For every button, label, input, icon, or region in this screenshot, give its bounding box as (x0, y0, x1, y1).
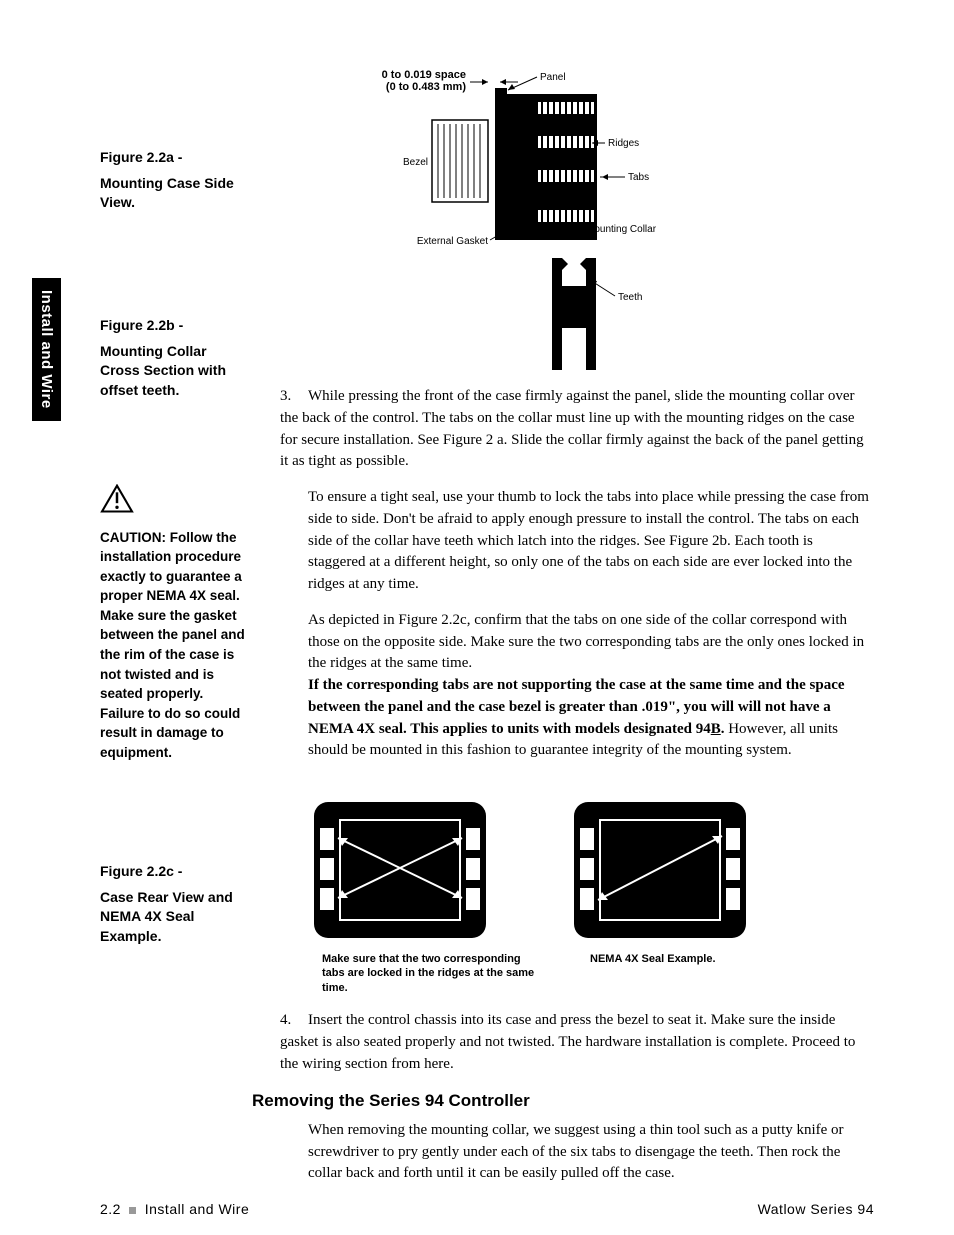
tabs-label: Tabs (628, 172, 649, 183)
teeth-label: Teeth (618, 292, 642, 303)
fig-desc: Mounting Collar Cross Section with offse… (100, 342, 250, 401)
footer-section: Install and Wire (145, 1201, 249, 1217)
footer-right: Watlow Series 94 (758, 1201, 874, 1217)
case-rear-view-left (310, 798, 490, 943)
caution-text: CAUTION: Follow the installation procedu… (100, 528, 250, 763)
step-3-block: 3.While pressing the front of the case f… (280, 386, 874, 776)
fig-title: Figure 2.2c - (100, 862, 250, 882)
mounting-diagram: 0 to 0.019 space (0 to 0.483 mm) Panel B… (380, 60, 790, 380)
step-3-p2: To ensure a tight seal, use your thumb t… (280, 487, 874, 596)
removing-p: When removing the mounting collar, we su… (280, 1120, 874, 1185)
figure-2-2a-caption: Figure 2.2a - Mounting Case Side View. (100, 148, 250, 213)
mounting-collar-label: Mounting Collar (586, 224, 657, 235)
panel-shape (495, 88, 507, 240)
footer-square-icon (129, 1207, 136, 1214)
external-gasket-label: External Gasket (417, 236, 488, 247)
panel-label: Panel (540, 72, 566, 83)
rear-caption-left: Make sure that the two corresponding tab… (322, 952, 542, 995)
step-4-p: 4.Insert the control chassis into its ca… (280, 1010, 874, 1075)
step-text: Insert the control chassis into its case… (280, 1012, 855, 1072)
p3b-under: B (711, 721, 721, 737)
side-tab: Install and Wire (32, 278, 61, 421)
space-label-2: (0 to 0.483 mm) (386, 81, 466, 93)
page-number: 2.2 (100, 1201, 121, 1217)
caution-block: CAUTION: Follow the installation procedu… (100, 484, 250, 762)
page: Install and Wire Figure 2.2a - Mounting … (0, 0, 954, 1235)
step-3-p3: As depicted in Figure 2.2c, confirm that… (280, 610, 874, 762)
step-num: 4. (280, 1010, 308, 1032)
bezel-label: Bezel (403, 157, 428, 168)
space-label-1: 0 to 0.019 space (382, 69, 466, 81)
rear-caption-right: NEMA 4X Seal Example. (590, 952, 750, 966)
figure-2-2b-caption: Figure 2.2b - Mounting Collar Cross Sect… (100, 316, 250, 400)
step-num: 3. (280, 386, 308, 408)
figure-2-2c-caption: Figure 2.2c - Case Rear View and NEMA 4X… (100, 862, 250, 946)
fig-desc: Mounting Case Side View. (100, 174, 250, 213)
footer-left: 2.2 Install and Wire (100, 1201, 249, 1217)
ridges-label: Ridges (608, 138, 639, 149)
fig-title: Figure 2.2a - (100, 148, 250, 168)
p3a: As depicted in Figure 2.2c, confirm that… (308, 612, 864, 672)
case-rear-view-right (570, 798, 750, 943)
removing-heading: Removing the Series 94 Controller (252, 1089, 874, 1114)
step-3-p1: 3.While pressing the front of the case f… (280, 386, 874, 473)
warning-icon (100, 484, 134, 514)
fig-desc: Case Rear View and NEMA 4X Seal Example. (100, 888, 250, 947)
footer: 2.2 Install and Wire Watlow Series 94 (100, 1201, 874, 1217)
step-text: While pressing the front of the case fir… (280, 388, 864, 469)
content: Figure 2.2a - Mounting Case Side View. F… (100, 60, 874, 1195)
fig-title: Figure 2.2b - (100, 316, 250, 336)
step-4-block: 4.Insert the control chassis into its ca… (280, 1010, 874, 1199)
